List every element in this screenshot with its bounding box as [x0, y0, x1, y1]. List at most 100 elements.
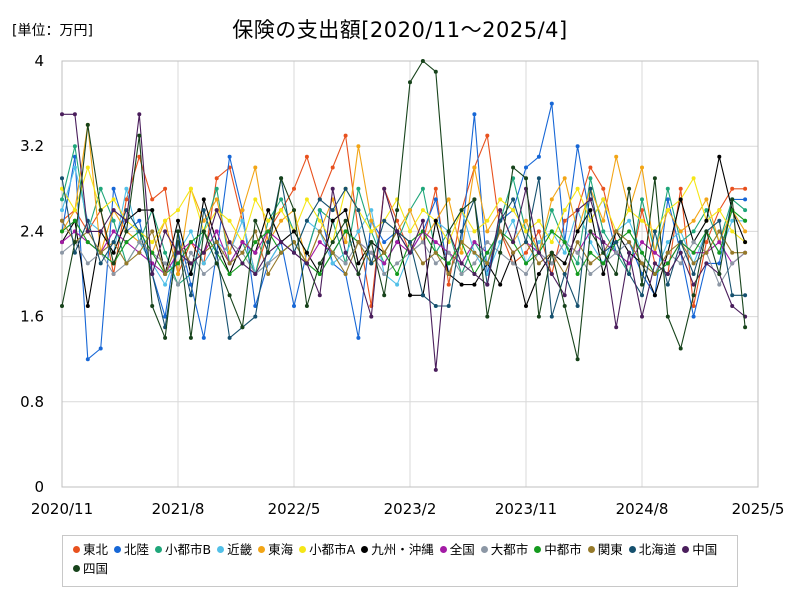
data-point [459, 229, 464, 234]
data-point [150, 272, 155, 276]
data-point [317, 197, 322, 202]
legend-marker [480, 546, 488, 553]
data-point [575, 144, 580, 149]
data-point [150, 240, 155, 245]
data-point [704, 229, 709, 234]
legend-marker [155, 546, 163, 553]
data-point [124, 240, 129, 245]
data-point [652, 176, 657, 181]
data-point [717, 240, 722, 245]
data-point [640, 197, 644, 202]
data-point [176, 250, 180, 255]
data-point [549, 197, 554, 202]
plot-frame [61, 60, 759, 488]
data-point [691, 314, 696, 319]
data-point [446, 197, 451, 202]
data-point [601, 250, 606, 255]
data-point [652, 261, 657, 266]
data-point [85, 357, 90, 362]
data-point [433, 250, 438, 255]
data-point [240, 261, 245, 266]
data-point [588, 197, 593, 202]
legend-marker [73, 565, 80, 572]
data-point [459, 272, 464, 276]
data-point [588, 165, 593, 170]
data-point [536, 250, 541, 255]
legend-marker [682, 546, 690, 553]
legend-label: 関東 [597, 542, 623, 557]
data-point [549, 250, 554, 255]
data-point [459, 208, 464, 213]
data-point [304, 218, 309, 223]
data-point [743, 325, 748, 330]
data-point [330, 240, 335, 245]
data-point [330, 186, 335, 191]
data-point [356, 240, 361, 245]
data-point [176, 208, 180, 213]
data-point [562, 218, 567, 223]
data-point [304, 304, 309, 308]
data-point [395, 240, 400, 245]
chart-title: 保険の支出額[2020/11～2025/4] [232, 18, 568, 42]
data-point [98, 261, 103, 266]
data-point [730, 197, 735, 202]
data-point [678, 250, 683, 255]
data-point [485, 218, 490, 223]
data-point [524, 176, 528, 181]
data-point [292, 208, 296, 213]
data-point [240, 208, 245, 213]
data-point [163, 261, 168, 266]
data-point [279, 176, 284, 181]
data-point [369, 261, 374, 266]
data-point [317, 229, 322, 234]
data-point [60, 229, 64, 234]
data-point [343, 240, 348, 245]
data-point [343, 272, 348, 276]
legend-label: 九州・沖縄 [371, 542, 434, 557]
data-point [188, 250, 193, 255]
data-point [150, 304, 155, 308]
legend-marker [439, 546, 447, 553]
data-point [562, 272, 567, 276]
data-point [691, 218, 696, 223]
data-point [575, 272, 580, 276]
data-point [652, 250, 657, 255]
data-point [72, 112, 77, 117]
data-point [382, 293, 387, 298]
data-point [743, 186, 748, 191]
data-point [446, 261, 451, 266]
legend-label: 東北 [83, 542, 109, 557]
data-point [678, 197, 683, 202]
data-point [601, 218, 606, 223]
data-point [85, 261, 90, 266]
data-point [614, 325, 619, 330]
data-point [124, 197, 129, 202]
data-point [279, 250, 284, 255]
data-point [433, 261, 438, 266]
legend-marker [217, 546, 225, 553]
data-point [665, 197, 670, 202]
legend-marker [258, 546, 266, 553]
data-point [640, 240, 644, 245]
data-point [111, 261, 116, 266]
data-point [485, 250, 490, 255]
data-point [201, 272, 206, 276]
data-point [498, 250, 503, 255]
data-point [420, 208, 425, 213]
data-point [72, 165, 77, 170]
data-point [292, 240, 296, 245]
data-point [60, 112, 64, 117]
series-line [61, 166, 746, 243]
data-point [60, 186, 64, 191]
data-point [498, 218, 503, 223]
x-tick-label: 2023/11 [495, 500, 557, 518]
data-point [524, 218, 528, 223]
data-point [330, 208, 335, 213]
data-point [433, 367, 438, 372]
data-point [98, 229, 103, 234]
data-point [730, 250, 735, 255]
data-point [201, 250, 206, 255]
data-point [253, 165, 258, 170]
data-point [511, 250, 516, 255]
